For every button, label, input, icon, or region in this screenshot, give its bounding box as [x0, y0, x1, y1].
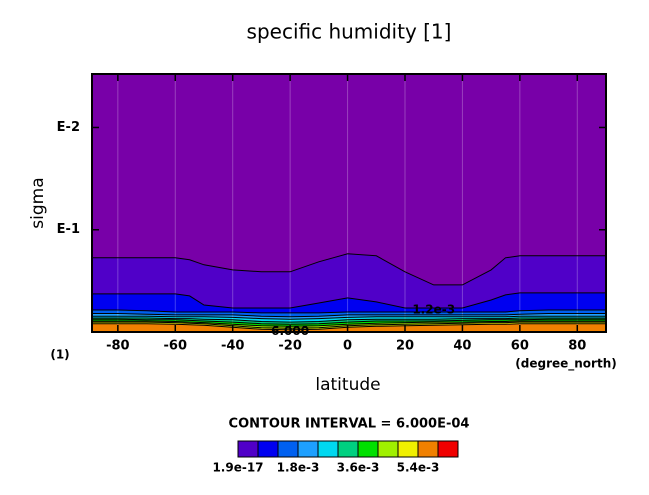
colorbar-box: [377, 440, 399, 458]
colorbar-box: [397, 440, 419, 458]
colorbar-box: [237, 440, 259, 458]
colorbar-box: [417, 440, 439, 458]
y-axis-label: sigma: [28, 177, 48, 228]
colorbar-tick-label: 5.4e-3: [397, 461, 440, 475]
colorbar-box: [297, 440, 319, 458]
colorbar-tick-label: 1.8e-3: [277, 461, 320, 475]
colorbar-box: [357, 440, 379, 458]
contour-line: [92, 253, 606, 286]
contour-line: [92, 318, 606, 325]
x-axis-label: latitude: [315, 375, 380, 395]
chart-title: specific humidity [1]: [247, 20, 452, 44]
plot-frame: [91, 73, 607, 333]
y-unit: (1): [50, 348, 69, 362]
x-tick-label: 80: [568, 339, 586, 354]
contour-label: 1.2e-3: [412, 302, 455, 316]
x-tick-label: 60: [511, 339, 529, 354]
x-tick-label: -40: [221, 339, 245, 354]
x-tick-label: -20: [278, 339, 302, 354]
contour-line: [92, 315, 606, 320]
contour-line: [92, 292, 606, 309]
contour-line: [92, 313, 606, 318]
colorbar-tick-label: 1.9e-17: [212, 461, 263, 475]
colorbar-box: [437, 440, 459, 458]
contour-line: [92, 320, 606, 327]
x-tick-label: -60: [164, 339, 188, 354]
x-unit: (degree_north): [515, 357, 616, 372]
x-tick-label: 40: [453, 339, 471, 354]
contour-interval: CONTOUR INTERVAL = 6.000E-04: [229, 417, 470, 432]
y-tick-label: E-1: [57, 222, 80, 237]
y-tick-label: E-2: [57, 120, 80, 135]
contour-line: [92, 309, 606, 314]
x-tick-label: -80: [106, 339, 130, 354]
contour-line: [92, 317, 606, 323]
colorbar-box: [277, 440, 299, 458]
colorbar-tick-label: 3.6e-3: [337, 461, 380, 475]
x-tick-label: 0: [343, 339, 352, 354]
colorbar-box: [257, 440, 279, 458]
x-tick-label: 20: [396, 339, 414, 354]
colorbar-box: [337, 440, 359, 458]
colorbar-box: [317, 440, 339, 458]
contour-fill: [92, 323, 606, 332]
